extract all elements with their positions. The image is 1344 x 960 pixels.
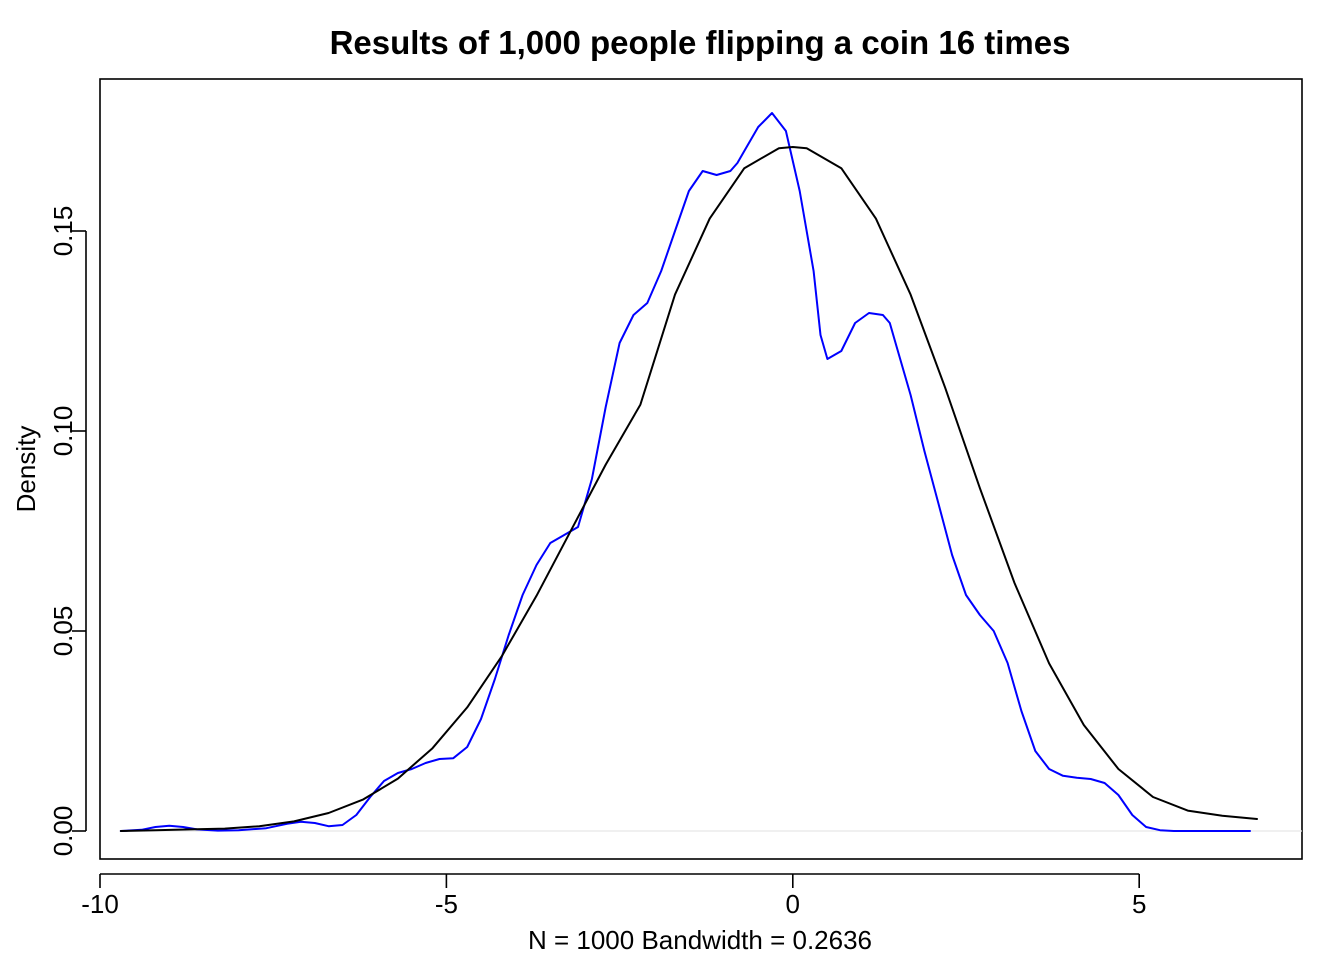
x-tick-label: -5 — [435, 889, 458, 919]
x-tick-label: -10 — [81, 889, 119, 919]
chart-title: Results of 1,000 people flipping a coin … — [330, 24, 1071, 61]
y-tick-label: 0.10 — [48, 406, 78, 457]
density-line-2 — [119, 146, 1258, 832]
y-tick-label: 0.15 — [48, 206, 78, 257]
y-tick-label: 0.00 — [48, 806, 78, 857]
density-line-1 — [119, 112, 1251, 832]
x-tick-label: 0 — [786, 889, 800, 919]
y-axis: 0.00 0.05 0.10 0.15 — [48, 206, 87, 857]
plot-frame — [99, 78, 1303, 860]
y-tick-label: 0.05 — [48, 606, 78, 657]
series-layer — [119, 112, 1258, 832]
x-axis-label: N = 1000 Bandwidth = 0.2636 — [528, 925, 872, 955]
x-tick-label: 5 — [1132, 889, 1146, 919]
y-axis-label: Density — [11, 426, 41, 513]
x-axis: -10 -5 0 5 — [81, 873, 1146, 919]
